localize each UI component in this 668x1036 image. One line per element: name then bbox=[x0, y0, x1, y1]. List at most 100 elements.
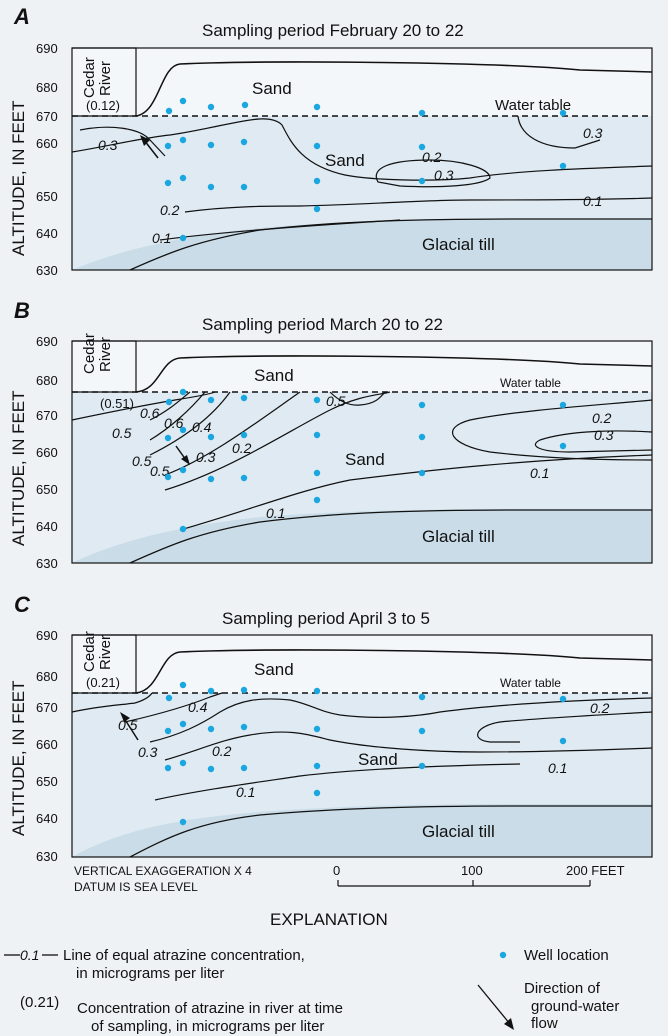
panel-letter: A bbox=[13, 4, 30, 29]
svg-text:0.2: 0.2 bbox=[212, 743, 232, 759]
explanation-title: EXPLANATION bbox=[270, 910, 388, 929]
svg-text:(0.21): (0.21) bbox=[20, 994, 59, 1011]
svg-text:680: 680 bbox=[36, 80, 58, 95]
y-axis-label-a: ALTITUDE, IN FEET bbox=[9, 100, 28, 256]
contour-label: 0.2 bbox=[160, 202, 180, 218]
svg-text:Sand: Sand bbox=[358, 750, 398, 769]
flow-legend-arrow bbox=[504, 1018, 514, 1030]
y-ticks: 690 680 670 660 650 640 630 bbox=[36, 628, 58, 864]
svg-text:Sand: Sand bbox=[345, 450, 385, 469]
svg-text:Cedar: Cedar bbox=[81, 333, 98, 374]
svg-text:640: 640 bbox=[36, 519, 58, 534]
water-table-label: Water table bbox=[500, 676, 561, 690]
svg-text:0.3: 0.3 bbox=[594, 427, 614, 443]
glacial-till-zone bbox=[72, 219, 652, 270]
flow-arrow bbox=[140, 135, 150, 146]
svg-text:690: 690 bbox=[36, 41, 58, 56]
svg-text:0.5: 0.5 bbox=[150, 463, 170, 479]
wells-c bbox=[164, 681, 567, 826]
svg-text:Direction of: Direction of bbox=[524, 980, 601, 997]
y-ticks: 690 680 670 660 650 640 630 bbox=[36, 41, 58, 278]
svg-text:200 FEET: 200 FEET bbox=[566, 863, 625, 878]
svg-text:650: 650 bbox=[36, 482, 58, 497]
panel-title: Sampling period April 3 to 5 bbox=[222, 609, 430, 628]
svg-text:0.1: 0.1 bbox=[266, 505, 285, 521]
datum: DATUM IS SEA LEVEL bbox=[74, 880, 198, 894]
svg-text:0: 0 bbox=[333, 863, 340, 878]
river-concentration: (0.12) bbox=[86, 98, 120, 113]
footer: VERTICAL EXAGGERATION X 4 DATUM IS SEA L… bbox=[74, 863, 625, 894]
svg-text:Glacial till: Glacial till bbox=[422, 822, 495, 841]
svg-text:River: River bbox=[97, 337, 114, 372]
svg-text:640: 640 bbox=[36, 226, 58, 241]
panel-letter: C bbox=[14, 592, 31, 617]
svg-text:0.3: 0.3 bbox=[196, 449, 216, 465]
svg-text:680: 680 bbox=[36, 669, 58, 684]
svg-text:0.4: 0.4 bbox=[192, 419, 212, 435]
svg-text:100: 100 bbox=[461, 863, 483, 878]
panel-b: B Sampling period March 20 to 22 690 680… bbox=[14, 298, 653, 571]
river-concentration: (0.51) bbox=[100, 396, 134, 411]
svg-text:0.5: 0.5 bbox=[118, 717, 138, 733]
svg-text:0.2: 0.2 bbox=[590, 700, 610, 716]
svg-text:flow: flow bbox=[531, 1015, 558, 1032]
svg-text:0.1: 0.1 bbox=[548, 760, 567, 776]
svg-text:660: 660 bbox=[36, 737, 58, 752]
svg-text:0.5: 0.5 bbox=[326, 393, 346, 409]
panel-title: Sampling period March 20 to 22 bbox=[202, 315, 443, 334]
contour-label: 0.3 bbox=[434, 167, 454, 183]
land-surface bbox=[135, 61, 653, 117]
svg-text:Sand: Sand bbox=[254, 660, 294, 679]
svg-text:Glacial till: Glacial till bbox=[422, 527, 495, 546]
svg-text:ALTITUDE, IN FEET: ALTITUDE, IN FEET bbox=[9, 680, 28, 836]
svg-text:670: 670 bbox=[36, 408, 58, 423]
panel-title: Sampling period February 20 to 22 bbox=[202, 21, 464, 40]
water-table-label: Water table bbox=[500, 376, 561, 390]
svg-text:640: 640 bbox=[36, 811, 58, 826]
svg-text:690: 690 bbox=[36, 628, 58, 643]
svg-text:630: 630 bbox=[36, 556, 58, 571]
y-ticks: 690 680 670 660 650 640 630 bbox=[36, 334, 58, 571]
river-label-2: River bbox=[97, 61, 114, 96]
svg-text:0.5: 0.5 bbox=[112, 425, 132, 441]
river-concentration: (0.21) bbox=[86, 675, 120, 690]
svg-text:0.5: 0.5 bbox=[132, 453, 152, 469]
vertical-exaggeration: VERTICAL EXAGGERATION X 4 bbox=[74, 864, 252, 878]
panel-letter: B bbox=[14, 298, 30, 323]
panel-a: A Sampling period February 20 to 22 690 … bbox=[13, 4, 653, 278]
svg-text:660: 660 bbox=[36, 445, 58, 460]
svg-text:Well location: Well location bbox=[524, 947, 609, 964]
contour-label: 0.2 bbox=[422, 149, 442, 165]
wells-a bbox=[164, 97, 567, 242]
panel-c: C Sampling period April 3 to 5 690 680 6… bbox=[14, 592, 653, 864]
svg-text:0.1: 0.1 bbox=[20, 947, 39, 963]
svg-text:0.2: 0.2 bbox=[592, 410, 612, 426]
svg-text:650: 650 bbox=[36, 774, 58, 789]
svg-text:ALTITUDE, IN FEET: ALTITUDE, IN FEET bbox=[9, 100, 28, 256]
contour-label: 0.3 bbox=[583, 125, 603, 141]
well-legend-dot bbox=[499, 951, 507, 959]
svg-text:670: 670 bbox=[36, 700, 58, 715]
svg-text:630: 630 bbox=[36, 849, 58, 864]
svg-text:in micrograms per liter: in micrograms per liter bbox=[76, 965, 224, 982]
svg-text:680: 680 bbox=[36, 373, 58, 388]
svg-text:0.3: 0.3 bbox=[138, 744, 158, 760]
upper-sand-label: Sand bbox=[252, 79, 292, 98]
wells-b bbox=[164, 388, 567, 533]
svg-text:ground-water: ground-water bbox=[531, 998, 619, 1015]
svg-text:Line of equal atrazine concent: Line of equal atrazine concentration, bbox=[63, 947, 305, 964]
contour-label: 0.3 bbox=[98, 137, 118, 153]
middle-sand-label: Sand bbox=[325, 151, 365, 170]
explanation: EXPLANATION 0.1 Line of equal atrazine c… bbox=[4, 910, 619, 1035]
contour-label: 0.1 bbox=[152, 230, 171, 246]
water-table-label: Water table bbox=[495, 97, 571, 114]
y-axis-label-b: ALTITUDE, IN FEET bbox=[9, 390, 28, 546]
y-axis-label-c: ALTITUDE, IN FEET bbox=[9, 680, 28, 836]
frame bbox=[71, 47, 653, 271]
svg-text:0.1: 0.1 bbox=[530, 465, 549, 481]
svg-text:Cedar: Cedar bbox=[81, 631, 98, 672]
svg-text:0.4: 0.4 bbox=[188, 699, 208, 715]
svg-text:River: River bbox=[97, 635, 114, 670]
svg-text:650: 650 bbox=[36, 189, 58, 204]
